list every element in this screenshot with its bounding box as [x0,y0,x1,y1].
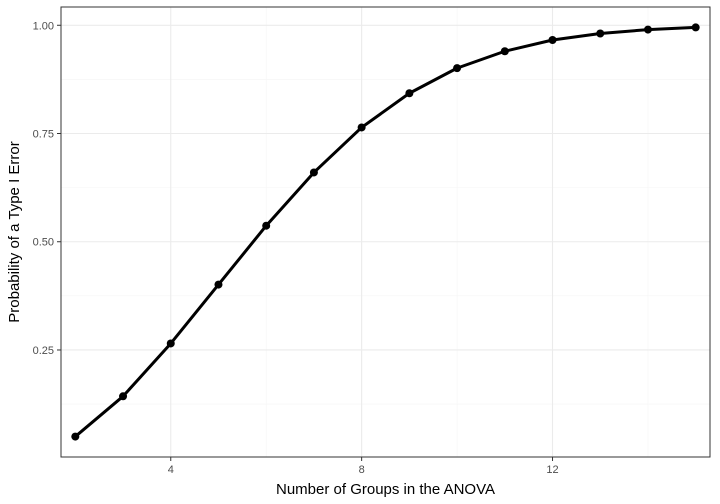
data-point [166,339,175,348]
x-tick-label: 4 [168,464,174,476]
y-tick-label: 0.50 [33,237,54,249]
x-axis: 4 8 12 [168,457,559,476]
data-point [453,64,462,73]
y-axis-title: Probability of a Type I Error [6,141,23,322]
y-tick-label: 0.75 [33,129,54,141]
major-gridlines [61,7,710,457]
x-axis-title: Number of Groups in the ANOVA [276,481,495,498]
data-point [71,432,80,441]
data-point [309,168,318,177]
data-point [214,280,223,289]
data-point [643,25,652,34]
data-point [405,89,414,98]
panel-border [60,6,711,458]
y-axis: 0.25 0.50 0.75 1.00 [33,20,61,357]
series-line [74,25,696,438]
x-tick-label: 12 [546,464,558,476]
data-point [500,47,509,56]
data-point [691,23,700,32]
x-tick-label: 8 [359,464,365,476]
data-point [262,221,271,230]
data-point [119,392,128,401]
y-tick-label: 1.00 [33,20,54,32]
data-point [596,29,605,38]
data-point [548,35,557,44]
data-point [357,123,366,132]
minor-gridlines [61,7,710,457]
series-layer [71,23,700,441]
y-tick-label: 0.25 [33,345,54,357]
